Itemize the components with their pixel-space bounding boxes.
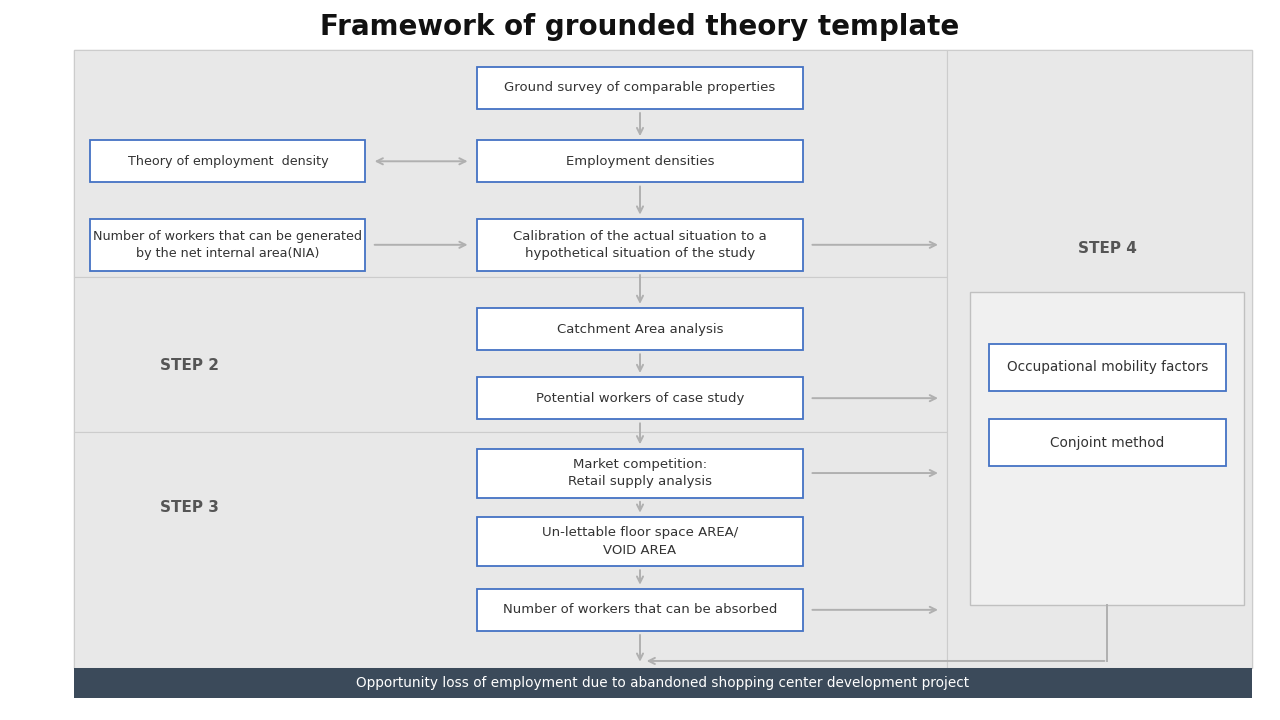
Text: Catchment Area analysis: Catchment Area analysis: [557, 323, 723, 336]
Text: STEP 4: STEP 4: [1078, 241, 1137, 256]
Bar: [477, 140, 804, 182]
Text: Framework of grounded theory template: Framework of grounded theory template: [320, 13, 960, 40]
Text: Calibration of the actual situation to a
hypothetical situation of the study: Calibration of the actual situation to a…: [513, 230, 767, 260]
Text: Market competition:
Retail supply analysis: Market competition: Retail supply analys…: [568, 458, 712, 488]
Bar: [74, 50, 947, 277]
Bar: [477, 589, 804, 631]
Bar: [970, 292, 1244, 605]
Text: Occupational mobility factors: Occupational mobility factors: [1006, 360, 1208, 374]
Text: Number of workers that can be generated
by the net internal area(NIA): Number of workers that can be generated …: [93, 230, 362, 260]
Text: Theory of employment  density: Theory of employment density: [128, 155, 328, 168]
Bar: [74, 50, 1252, 668]
Bar: [90, 219, 366, 271]
Bar: [988, 419, 1226, 467]
Bar: [477, 219, 804, 271]
Bar: [477, 449, 804, 498]
Bar: [947, 50, 1252, 668]
Text: STEP 3: STEP 3: [160, 500, 219, 515]
Text: Number of workers that can be absorbed: Number of workers that can be absorbed: [503, 603, 777, 616]
Text: Conjoint method: Conjoint method: [1050, 436, 1165, 450]
Bar: [74, 668, 1252, 698]
Bar: [477, 308, 804, 350]
Text: STEP 2: STEP 2: [160, 358, 219, 372]
Text: Potential workers of case study: Potential workers of case study: [536, 392, 744, 405]
Bar: [477, 517, 804, 566]
Bar: [477, 67, 804, 109]
Text: Un-lettable floor space AREA/
VOID AREA: Un-lettable floor space AREA/ VOID AREA: [541, 526, 739, 557]
Bar: [74, 432, 947, 668]
Bar: [477, 377, 804, 419]
Bar: [90, 140, 366, 182]
Text: Opportunity loss of employment due to abandoned shopping center development proj: Opportunity loss of employment due to ab…: [356, 676, 970, 690]
Bar: [74, 277, 947, 432]
Text: Ground survey of comparable properties: Ground survey of comparable properties: [504, 81, 776, 94]
Text: Employment densities: Employment densities: [566, 155, 714, 168]
Bar: [988, 344, 1226, 390]
